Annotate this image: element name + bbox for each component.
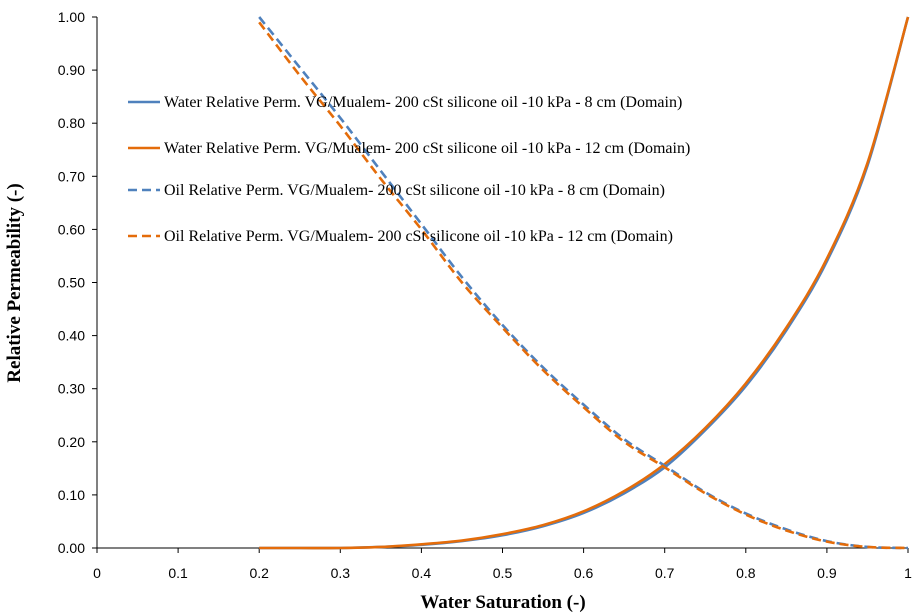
y-axis-title: Relative Permeability (-) [4, 183, 25, 382]
series-oil-12cm-line [258, 21, 909, 550]
x-tick-label: 1 [904, 565, 912, 581]
x-tick-label: 0 [93, 565, 101, 581]
x-tick-label: 0.9 [817, 565, 837, 581]
y-tick-label: 0.00 [58, 540, 85, 556]
x-axis-title: Water Saturation (-) [420, 592, 585, 613]
series-water-12cm-line [259, 16, 910, 550]
plot-area [258, 16, 910, 550]
series-oil-8cm-line [258, 16, 909, 550]
x-tick-label: 0.2 [249, 565, 269, 581]
y-tick-label: 0.70 [58, 168, 85, 184]
x-tick-label: 0.8 [736, 565, 756, 581]
legend-label-water-12cm-line: Water Relative Perm. VG/Mualem- 200 cSt … [164, 140, 690, 157]
y-tick-label: 0.20 [58, 434, 85, 450]
legend-label-oil-8cm-line: Oil Relative Perm. VG/Mualem- 200 cSt si… [164, 182, 665, 199]
x-tick-label: 0.5 [493, 565, 513, 581]
y-tick-label: 0.40 [58, 328, 85, 344]
y-tick-label: 0.60 [58, 221, 85, 237]
y-tick-label: 1.00 [58, 9, 85, 25]
legend: Water Relative Perm. VG/Mualem- 200 cSt … [128, 94, 690, 245]
x-tick-label: 0.3 [331, 565, 351, 581]
x-tick-label: 0.4 [412, 565, 432, 581]
x-tick-label: 0.6 [574, 565, 594, 581]
y-tick-label: 0.30 [58, 381, 85, 397]
y-tick-label: 0.90 [58, 62, 85, 78]
legend-label-oil-12cm-line: Oil Relative Perm. VG/Mualem- 200 cSt si… [164, 228, 673, 245]
y-tick-label: 0.10 [58, 487, 85, 503]
y-tick-label: 0.50 [58, 275, 85, 291]
x-tick-label: 0.7 [655, 565, 675, 581]
x-tick-label: 0.1 [168, 565, 188, 581]
y-axis-ticks: 0.00 0.10 0.20 0.30 0.40 0.50 0.60 0.70 0.80 0.90… [58, 9, 97, 556]
x-axis-ticks: 0 0.1 0.2 0.3 0.4 0.5 0.6 0.7 0.8 0.9 1 [93, 548, 912, 581]
y-tick-label: 0.80 [58, 115, 85, 131]
legend-label-water-8cm-line: Water Relative Perm. VG/Mualem- 200 cSt … [164, 94, 682, 111]
